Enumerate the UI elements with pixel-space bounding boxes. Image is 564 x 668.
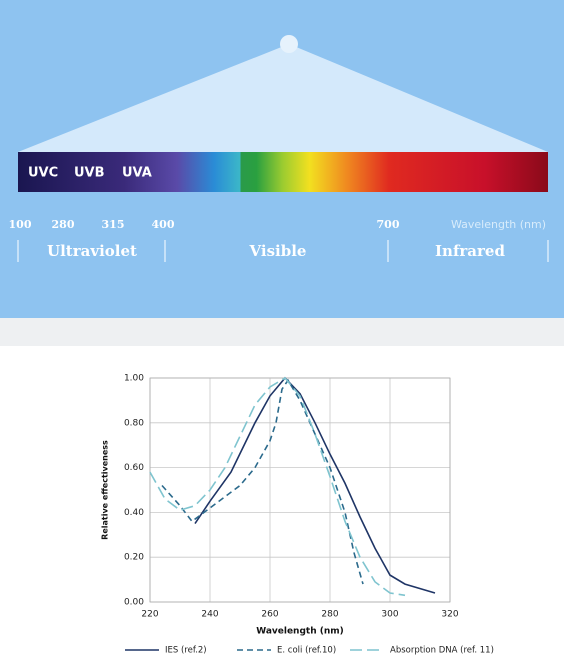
plot-frame	[149, 377, 451, 603]
series-line	[149, 376, 406, 597]
legend-label: IES (ref.2)	[165, 646, 207, 656]
y-tick-label: 0.80	[124, 418, 144, 428]
spectrum-tick-label: 315	[102, 218, 125, 231]
x-tick-label: 300	[381, 610, 398, 620]
y-axis-label: Relative effectiveness	[101, 440, 110, 540]
y-tick-label: 0.40	[124, 508, 144, 518]
band-label: UVB	[74, 166, 105, 181]
x-tick-label: 260	[261, 610, 278, 620]
region-label: Visible	[249, 242, 307, 260]
spectrum-tick-label: 400	[152, 218, 175, 231]
spectrum-tick-label: 700	[377, 218, 400, 231]
spectrum-labels: UVC UVB UVA 100 280 315 400 700 Wavelength (nm) U…	[9, 166, 549, 262]
x-tick-label: 240	[201, 610, 218, 620]
x-tick-label: 280	[321, 610, 338, 620]
legend-label: Absorption DNA (ref. 11)	[390, 646, 494, 656]
region-label: Infrared	[435, 242, 505, 260]
band-label: UVA	[122, 166, 152, 181]
x-axis-label: Wavelength (nm)	[256, 627, 344, 637]
series-line	[194, 376, 436, 594]
legend-label: E. coli (ref.10)	[277, 646, 336, 656]
spectrum-bar	[18, 152, 548, 192]
spectrum-tick-label: 100	[9, 218, 32, 231]
y-tick-label: 1.00	[124, 374, 144, 384]
spectrum-axis-label: Wavelength (nm)	[451, 218, 546, 231]
series-line	[161, 378, 364, 585]
y-tick-label: 0.20	[124, 553, 144, 563]
light-source	[280, 35, 298, 53]
y-tick-label: 0.60	[124, 463, 144, 473]
region-label: Ultraviolet	[47, 242, 137, 260]
band-label: UVC	[28, 166, 58, 181]
chart: 0.00 0.20 0.40 0.60 0.80 1.00 220 240 260 280 300 3…	[101, 374, 494, 656]
y-tick-label: 0.00	[124, 598, 144, 608]
x-tick-label: 220	[141, 610, 158, 620]
light-beam	[18, 44, 548, 152]
spectrum-tick-label: 280	[52, 218, 75, 231]
x-tick-label: 320	[441, 610, 458, 620]
divider	[0, 318, 564, 346]
